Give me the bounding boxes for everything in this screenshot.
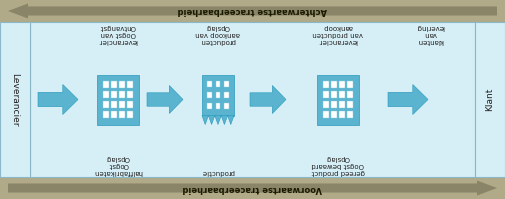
Text: Klant: Klant: [485, 88, 494, 111]
Polygon shape: [147, 86, 183, 113]
Bar: [104, 101, 109, 108]
Bar: [224, 81, 229, 87]
Bar: [119, 91, 125, 98]
Bar: [339, 111, 344, 118]
Polygon shape: [221, 115, 228, 125]
Polygon shape: [215, 115, 221, 125]
Bar: [216, 81, 220, 87]
Bar: [216, 92, 220, 98]
Polygon shape: [250, 86, 286, 113]
Bar: [323, 111, 329, 118]
Bar: [202, 74, 234, 115]
Text: Achterwaartse traceerbaarheid: Achterwaartse traceerbaarheid: [178, 7, 327, 16]
Text: klanten
van
levering: klanten van levering: [416, 24, 444, 44]
Bar: [339, 91, 344, 98]
Bar: [127, 101, 133, 108]
Bar: [323, 81, 329, 88]
Text: productie: productie: [201, 169, 234, 175]
Bar: [339, 101, 344, 108]
Text: gereed product
Oogst bewaard
Opslag: gereed product Oogst bewaard Opslag: [311, 155, 365, 175]
Bar: [347, 81, 352, 88]
Bar: [323, 91, 329, 98]
Text: producten
aankoop van
Opslag: producten aankoop van Opslag: [195, 24, 240, 44]
Bar: [127, 111, 133, 118]
Bar: [331, 111, 337, 118]
Bar: [112, 111, 117, 118]
Bar: [127, 91, 133, 98]
Text: Leverancier: Leverancier: [11, 73, 20, 126]
Bar: [104, 111, 109, 118]
Polygon shape: [388, 85, 428, 114]
Polygon shape: [209, 115, 215, 125]
Bar: [208, 81, 212, 87]
Polygon shape: [8, 180, 497, 195]
Bar: [331, 81, 337, 88]
Bar: [323, 101, 329, 108]
Bar: [30, 22, 475, 177]
Bar: [224, 103, 229, 109]
Text: leverancier
van producten
aankoop: leverancier van producten aankoop: [313, 24, 364, 44]
Bar: [347, 91, 352, 98]
Polygon shape: [8, 4, 497, 19]
Text: Voorwaartse traceerbaarheid: Voorwaartse traceerbaarheid: [183, 183, 322, 192]
Bar: [331, 101, 337, 108]
Bar: [127, 81, 133, 88]
Bar: [208, 103, 212, 109]
Bar: [104, 91, 109, 98]
Bar: [339, 81, 344, 88]
Bar: [112, 81, 117, 88]
Bar: [119, 101, 125, 108]
Bar: [112, 91, 117, 98]
Bar: [97, 74, 139, 125]
Bar: [216, 103, 220, 109]
Bar: [119, 111, 125, 118]
Bar: [104, 81, 109, 88]
Bar: [347, 111, 352, 118]
Bar: [119, 81, 125, 88]
Bar: [347, 101, 352, 108]
Bar: [475, 22, 505, 177]
Bar: [208, 92, 212, 98]
Polygon shape: [202, 115, 209, 125]
Text: leverancier
Oogst van
Ontvangst: leverancier Oogst van Ontvangst: [98, 24, 138, 44]
Bar: [317, 74, 359, 125]
Bar: [0, 177, 505, 199]
Bar: [0, 0, 505, 22]
Polygon shape: [228, 115, 234, 125]
Bar: [224, 92, 229, 98]
Bar: [112, 101, 117, 108]
Bar: [0, 22, 30, 177]
Polygon shape: [38, 85, 78, 114]
Bar: [331, 91, 337, 98]
Text: halffabrikaten
Oogst
Opslag: halffabrikaten Oogst Opslag: [93, 155, 142, 175]
